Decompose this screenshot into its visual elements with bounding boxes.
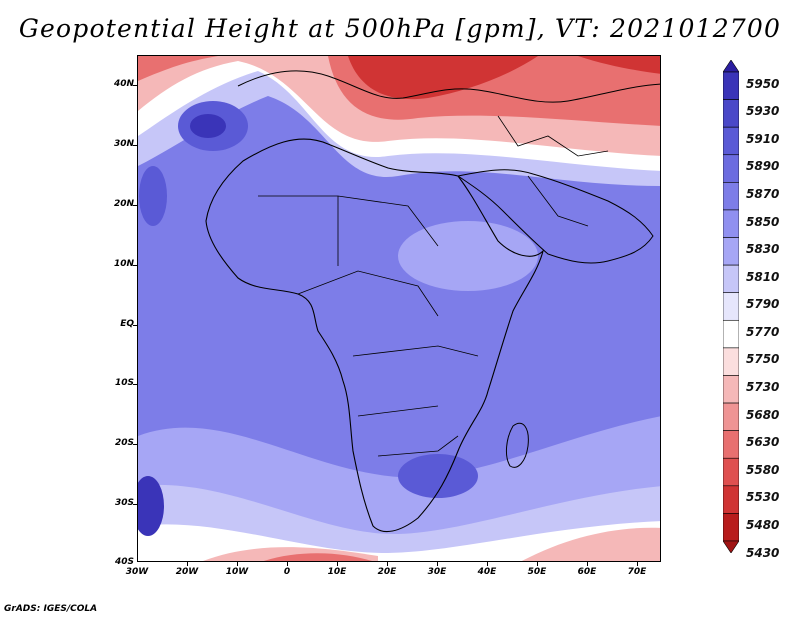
colorbar-label: 5580	[746, 462, 780, 477]
lon-tick	[637, 562, 638, 566]
middle-east-borders	[497, 115, 609, 227]
colorbar	[723, 60, 739, 553]
colorbar-cell	[723, 71, 739, 100]
colorbar-cell	[723, 264, 739, 294]
lat-label-10s: 10S	[114, 378, 134, 388]
colorbar-cell	[723, 402, 739, 431]
lon-tick	[487, 562, 488, 566]
colorbar-cell	[723, 209, 739, 238]
colorbar-label: 5730	[746, 380, 780, 395]
colorbar-cell	[723, 126, 739, 156]
colorbar-label: 5890	[746, 159, 780, 174]
lon-tick	[437, 562, 438, 566]
lat-tick	[133, 384, 137, 385]
colorbar-cell	[723, 292, 739, 321]
lat-tick	[133, 325, 137, 326]
colorbar-label: 5930	[746, 104, 780, 119]
field-north-deep-red	[348, 56, 660, 100]
colorbar-cell	[723, 182, 739, 211]
map-canvas	[138, 56, 660, 561]
lat-tick	[133, 205, 137, 206]
lon-tick	[287, 562, 288, 566]
lon-label-10w: 10W	[225, 567, 249, 577]
lon-tick	[387, 562, 388, 566]
lat-label-30s: 30S	[114, 498, 134, 508]
field-high-southern-africa	[398, 454, 478, 498]
colorbar-label: 5850	[746, 214, 780, 229]
arabia-outline	[456, 169, 654, 264]
colorbar-label: 5790	[746, 297, 780, 312]
colorbar-label: 5480	[746, 518, 780, 532]
colorbar-label: 5770	[746, 324, 780, 339]
colorbar-label: 5430	[746, 545, 780, 560]
colorbar-cap-top	[723, 60, 739, 73]
field-high-atlantic-core	[190, 114, 226, 138]
lon-tick	[337, 562, 338, 566]
colorbar-cell	[723, 99, 739, 128]
lon-label-20e: 20E	[377, 567, 397, 577]
lon-label-20w: 20W	[175, 567, 199, 577]
lat-label-40n: 40N	[113, 79, 134, 89]
colorbar-label: 5910	[746, 131, 780, 146]
madagascar-outline	[505, 422, 529, 468]
lat-label-30n: 30N	[113, 139, 134, 149]
europe-coast	[237, 70, 660, 103]
lon-label-30w: 30W	[125, 567, 149, 577]
field-high-west	[139, 166, 167, 226]
colorbar-cell	[723, 513, 739, 542]
map-panel	[137, 55, 661, 562]
colorbar-label: 5750	[746, 352, 780, 367]
colorbar-label: 5830	[746, 242, 780, 257]
lon-label-30e: 30E	[427, 567, 447, 577]
lon-tick	[587, 562, 588, 566]
colorbar-cell	[723, 485, 739, 514]
africa-outline	[205, 138, 545, 533]
lat-label-eq: EQ	[120, 319, 134, 329]
colorbar-cap-bottom	[723, 540, 739, 553]
field-high-southwest	[138, 476, 164, 536]
lat-label-20s: 20S	[114, 438, 134, 448]
lon-label-60e: 60E	[577, 567, 597, 577]
colorbar-label: 5950	[746, 76, 780, 91]
grads-credit: GrADS: IGES/COLA	[4, 604, 98, 614]
colorbar-cell	[723, 430, 739, 459]
colorbar-cell	[723, 457, 739, 487]
lat-label-10n: 10N	[113, 259, 134, 269]
lat-tick	[133, 504, 137, 505]
field-red-south-3	[264, 553, 372, 561]
lat-tick	[133, 265, 137, 266]
chart-title: Geopotential Height at 500hPa [gpm], VT:…	[18, 14, 782, 43]
lon-label-70e: 70E	[627, 567, 647, 577]
colorbar-cell	[723, 237, 739, 266]
lon-tick	[187, 562, 188, 566]
colorbar-label: 5810	[746, 269, 780, 284]
lat-tick	[133, 145, 137, 146]
lon-label-10e: 10E	[327, 567, 347, 577]
lat-label-40s: 40S	[114, 557, 134, 567]
lon-tick	[237, 562, 238, 566]
colorbar-label: 5870	[746, 186, 780, 201]
colorbar-cell	[723, 319, 739, 349]
lat-tick	[133, 444, 137, 445]
colorbar-label: 5630	[746, 435, 780, 450]
field-high-east-africa	[398, 221, 538, 291]
lat-label-20n: 20N	[113, 199, 134, 209]
colorbar-label: 5680	[746, 407, 780, 422]
lat-tick	[133, 85, 137, 86]
lon-tick	[537, 562, 538, 566]
lon-label-40e: 40E	[477, 567, 497, 577]
colorbar-cell	[723, 154, 739, 183]
colorbar-label: 5530	[746, 490, 780, 505]
colorbar-cell	[723, 375, 739, 404]
lon-label-0: 0	[283, 567, 291, 577]
colorbar-cell	[723, 347, 739, 376]
lon-label-50e: 50E	[527, 567, 547, 577]
country-borders	[258, 195, 479, 457]
field-red-south-2	[521, 527, 660, 561]
